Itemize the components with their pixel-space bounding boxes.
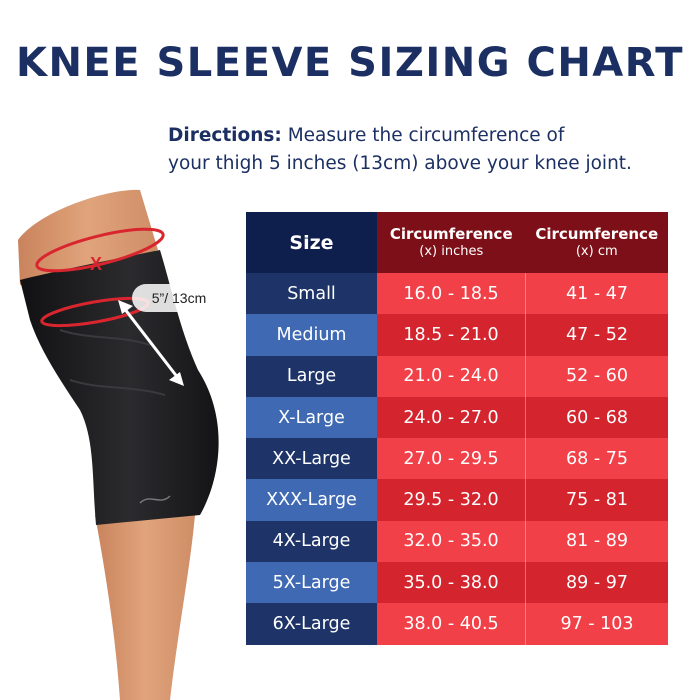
chart-title: KNEE SLEEVE SIZING CHART — [15, 40, 685, 86]
header-inches: Circumference (x) inches — [377, 212, 526, 273]
table-row: Small 16.0 - 18.5 41 - 47 — [246, 273, 668, 315]
size-cell: 5X-Large — [246, 562, 377, 604]
inches-cell: 21.0 - 24.0 — [377, 355, 526, 397]
header-cm: Circumference (x) cm — [525, 212, 668, 273]
distance-label: 5”/ 13cm — [152, 290, 206, 306]
header-inches-sub: (x) inches — [419, 243, 484, 259]
cm-cell: 41 - 47 — [525, 273, 668, 315]
inches-cell: 27.0 - 29.5 — [377, 438, 526, 480]
size-cell: Medium — [246, 314, 377, 356]
table-row: Large 21.0 - 24.0 52 - 60 — [246, 355, 668, 397]
size-cell: Large — [246, 355, 377, 397]
inches-cell: 29.5 - 32.0 — [377, 479, 526, 521]
calf-skin — [95, 515, 195, 700]
x-marker: X — [90, 254, 102, 274]
header-size: Size — [246, 212, 377, 273]
cm-cell: 97 - 103 — [525, 603, 668, 645]
header-cm-sub: (x) cm — [575, 243, 618, 259]
table-row: 5X-Large 35.0 - 38.0 89 - 97 — [246, 562, 668, 604]
size-cell: XX-Large — [246, 438, 377, 480]
inches-cell: 24.0 - 27.0 — [377, 396, 526, 439]
cm-cell: 89 - 97 — [525, 562, 668, 604]
table-row: 6X-Large 38.0 - 40.5 97 - 103 — [246, 603, 668, 645]
size-cell: X-Large — [246, 396, 377, 439]
inches-cell: 32.0 - 35.0 — [377, 520, 526, 563]
table-row: Medium 18.5 - 21.0 47 - 52 — [246, 314, 668, 356]
inches-cell: 16.0 - 18.5 — [377, 273, 526, 315]
header-cm-title: Circumference — [535, 224, 659, 243]
knee-sleeve-illustration: 5”/ 13cm X — [18, 189, 226, 700]
table-row: XX-Large 27.0 - 29.5 68 - 75 — [246, 438, 668, 480]
cm-cell: 52 - 60 — [525, 355, 668, 397]
directions-line2: your thigh 5 inches (13cm) above your kn… — [168, 153, 632, 174]
cm-cell: 47 - 52 — [525, 314, 668, 356]
table-row: X-Large 24.0 - 27.0 60 - 68 — [246, 396, 668, 439]
directions-label: Directions: — [168, 125, 282, 146]
size-cell: Small — [246, 273, 377, 315]
table-row: 4X-Large 32.0 - 35.0 81 - 89 — [246, 520, 668, 563]
directions-text: Directions: Measure the circumference of… — [168, 122, 688, 178]
thigh-measure-ring — [35, 227, 165, 273]
size-cell: 6X-Large — [246, 603, 377, 645]
directions-line1: Measure the circumference of — [287, 125, 565, 146]
size-cell: XXX-Large — [246, 479, 377, 521]
cm-cell: 68 - 75 — [525, 438, 668, 480]
table-row: XXX-Large 29.5 - 32.0 75 - 81 — [246, 479, 668, 521]
size-cell: 4X-Large — [246, 520, 377, 563]
cm-cell: 81 - 89 — [525, 520, 668, 563]
size-table: Size Circumference (x) inches Circumfere… — [246, 212, 668, 645]
table-header-row: Size Circumference (x) inches Circumfere… — [246, 212, 668, 273]
inches-cell: 18.5 - 21.0 — [377, 314, 526, 356]
cm-cell: 75 - 81 — [525, 479, 668, 521]
header-inches-title: Circumference — [389, 224, 513, 243]
cm-cell: 60 - 68 — [525, 396, 668, 439]
inches-cell: 35.0 - 38.0 — [377, 562, 526, 604]
inches-cell: 38.0 - 40.5 — [377, 603, 526, 645]
